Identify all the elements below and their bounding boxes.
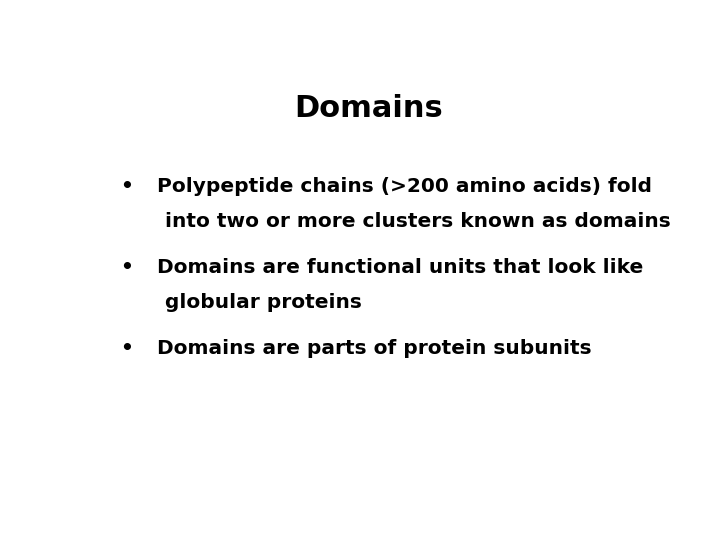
Text: Domains are parts of protein subunits: Domains are parts of protein subunits xyxy=(157,339,592,358)
Text: •: • xyxy=(120,339,132,358)
Text: Domains: Domains xyxy=(294,94,444,123)
Text: into two or more clusters known as domains: into two or more clusters known as domai… xyxy=(166,212,671,232)
Text: •: • xyxy=(120,258,132,277)
Text: globular proteins: globular proteins xyxy=(166,294,362,313)
Text: •: • xyxy=(120,177,132,196)
Text: Polypeptide chains (>200 amino acids) fold: Polypeptide chains (>200 amino acids) fo… xyxy=(157,177,652,196)
Text: Domains are functional units that look like: Domains are functional units that look l… xyxy=(157,258,643,277)
